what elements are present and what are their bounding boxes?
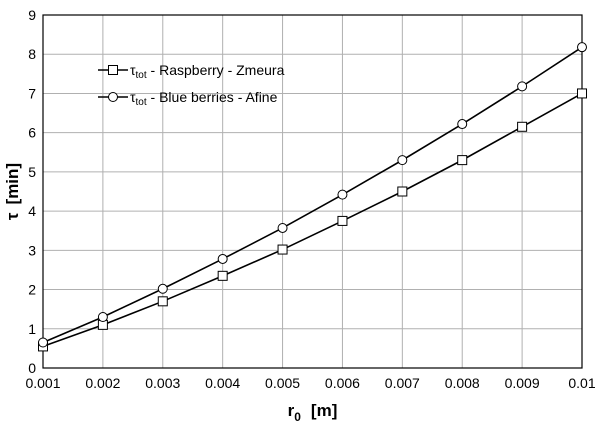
circle-marker [457, 119, 468, 130]
circle-marker [97, 312, 108, 323]
y-tick-label: 8 [28, 46, 36, 62]
circle-marker [217, 253, 228, 264]
legend-entry-1: τtot - Raspberry - Zmeura [98, 62, 285, 81]
y-tick-label: 1 [28, 321, 36, 337]
series-layer [38, 42, 587, 352]
legend-text-label: - Raspberry - Zmeura [147, 62, 285, 78]
grid [42, 14, 583, 369]
legend-subscript: tot [136, 97, 147, 108]
x-tick-label: 0.004 [205, 375, 240, 391]
x-axis-label: r0 [m] [288, 401, 338, 424]
circle-marker [577, 42, 587, 53]
y-axis-label: τ [min] [3, 163, 22, 220]
square-marker [457, 155, 468, 166]
y-tick-label: 4 [28, 203, 36, 219]
y-tick-label: 5 [28, 164, 36, 180]
circle-marker [38, 337, 48, 348]
circle-marker [277, 222, 288, 233]
x-tick-label: 0.003 [145, 375, 180, 391]
x-tick-label: 0.009 [505, 375, 540, 391]
legend-label: τtot - Blue berries - Afine [130, 89, 278, 108]
y-tick-label: 2 [28, 282, 36, 298]
x-tick-label: 0.01 [568, 375, 595, 391]
x-tick-label: 0.006 [325, 375, 360, 391]
square-marker [337, 215, 348, 226]
circle-marker [337, 189, 348, 200]
square-marker [217, 270, 228, 281]
circle-marker [157, 283, 168, 294]
series-line [42, 92, 583, 348]
square-marker [157, 296, 168, 307]
series-line [42, 46, 583, 344]
y-tick-label: 3 [28, 242, 36, 258]
x-tick-label: 0.008 [445, 375, 480, 391]
series-2 [38, 42, 587, 348]
legend-label: τtot - Raspberry - Zmeura [130, 62, 285, 81]
y-tick-label: 9 [28, 7, 36, 23]
x-axis-ticks: 0.001 0.002 0.003 0.004 0.005 0.006 0.007 0.008… [25, 375, 595, 391]
y-axis-ticks: 0 1 2 3 4 5 6 7 8 9 [28, 7, 36, 376]
y-axis-label-main: τ [3, 212, 22, 220]
legend-subscript: tot [136, 70, 147, 81]
legend-symbol: τ [130, 62, 136, 78]
square-marker [277, 244, 288, 255]
y-axis-label-unit: [min] [3, 163, 22, 205]
series-1 [38, 88, 587, 352]
square-marker [517, 121, 528, 132]
legend-entry-2: τtot - Blue berries - Afine [98, 89, 278, 108]
x-axis-label-sub: 0 [294, 410, 301, 424]
y-tick-label: 6 [28, 125, 36, 141]
x-tick-label: 0.005 [265, 375, 300, 391]
x-tick-label: 0.001 [25, 375, 60, 391]
circle-marker [397, 155, 408, 166]
x-axis-label-unit: [m] [311, 401, 337, 420]
x-axis-label-main: r [288, 401, 295, 420]
plot-frame [42, 14, 583, 369]
x-tick-label: 0.002 [85, 375, 120, 391]
circle-marker [108, 92, 118, 102]
circle-marker [517, 81, 528, 92]
legend-text-label: - Blue berries - Afine [147, 89, 278, 105]
square-marker [577, 88, 587, 99]
legend-symbol: τ [130, 89, 136, 105]
x-tick-label: 0.007 [385, 375, 420, 391]
y-tick-label: 0 [28, 360, 36, 376]
y-tick-label: 7 [28, 85, 36, 101]
square-marker [108, 65, 118, 75]
square-marker [397, 186, 408, 197]
